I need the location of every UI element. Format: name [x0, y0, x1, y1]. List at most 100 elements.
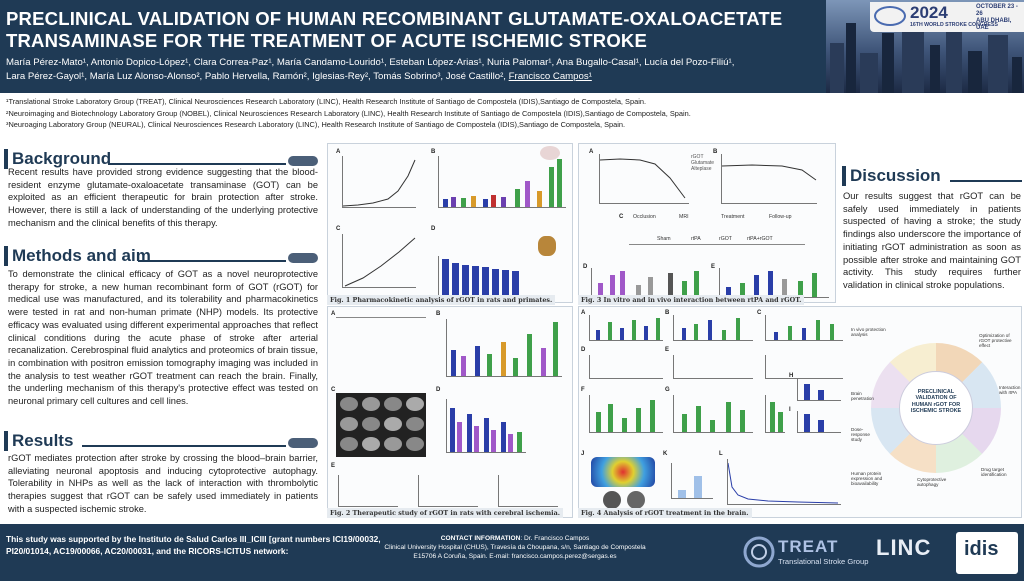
fig1-c-curve — [344, 237, 416, 287]
background-heading: Background — [4, 149, 318, 169]
fig2-mri-grid — [336, 393, 426, 457]
authors-line-2: Lara Pérez-Gayol¹, María Luz Alonso-Alon… — [6, 70, 796, 84]
panel-label-k: K — [663, 451, 668, 457]
panel-label-a: A — [581, 310, 586, 316]
diagram-center — [899, 371, 973, 445]
fig3-c-schematic: Occlusion MRI Treatment Follow-up Sham r… — [629, 214, 809, 262]
panel-label-g: G — [665, 387, 670, 393]
fig2-b-bars — [446, 319, 562, 377]
fig3-b-curve — [721, 164, 817, 181]
idis-logo: idis — [956, 532, 1018, 574]
diagram-label-5: Cytoprotective autophagy — [917, 477, 947, 487]
panel-label-d: D — [583, 264, 588, 270]
diagram-label-7: Brain penetration — [851, 391, 874, 401]
panel-label-e: E — [711, 264, 716, 270]
discussion-text: Our results suggest that rGOT can be saf… — [843, 190, 1021, 290]
affiliation-2: ²Neuroimaging and Biotechnology Laborato… — [6, 108, 691, 118]
poster-header: PRECLINICAL VALIDATION OF HUMAN RECOMBIN… — [0, 0, 1024, 93]
fig3-a-legend: rGOT Glutamate Alteplase — [691, 154, 715, 172]
fig2-d-bars — [446, 399, 526, 453]
fig4-k-bars — [671, 463, 713, 499]
fig4-g2-bars — [765, 395, 785, 433]
conference-name: 16TH WORLD STROKE CONGRESS — [910, 22, 998, 28]
figure-2: A B C D E — [327, 306, 573, 518]
discussion-heading: Discussion — [842, 166, 1022, 186]
results-heading: Results — [4, 431, 318, 451]
fig4-f-bars — [589, 395, 663, 433]
treat-logo-icon — [743, 536, 775, 568]
panel-label-a: A — [331, 311, 336, 317]
treat-logo-text: TREAT — [778, 537, 839, 556]
diagram-label-3: Interaction with rtPA — [999, 385, 1021, 395]
figure-3-caption: Fig. 3 In vitro and in vivo interaction … — [578, 295, 805, 305]
panel-label-b: B — [436, 311, 441, 317]
diagram-label-6: Human protein expression and bioavailabi… — [851, 471, 883, 486]
panel-label-b: B — [431, 149, 436, 155]
panel-label-e: E — [665, 347, 670, 353]
contact-title: CONTACT INFORMATION — [440, 535, 521, 542]
authors-line-2-text: Lara Pérez-Gayol¹, María Luz Alonso-Alon… — [6, 71, 509, 82]
figure-4: A B C D E F G — [578, 306, 1022, 518]
contact-email: E15706 A Coruña, Spain. E-mail: francisc… — [413, 553, 617, 560]
panel-label-b: B — [665, 310, 670, 316]
fig4-e2-plot — [765, 355, 843, 379]
fig4-e-plot — [673, 355, 753, 379]
linc-logo-text: LINC — [876, 535, 932, 560]
author-list: María Pérez-Mato¹, Antonio Dopico-López¹… — [6, 56, 796, 84]
treat-logo: TREAT Translational Stroke Group — [742, 535, 868, 569]
affiliation-3: ³Neuroaging Laboratory Group (NEURAL), C… — [6, 120, 626, 130]
primate-icon — [538, 236, 556, 256]
fig1-a-plot — [342, 156, 416, 208]
fig4-b-bars — [673, 315, 753, 341]
figure-1: A B C D — [327, 143, 573, 303]
fig4-d-plot — [589, 355, 663, 379]
panel-label-c: C — [336, 226, 341, 232]
conference-banner: 2024 OCTOBER 23 - 26 ABU DHABI, UAE 16TH … — [826, 0, 1024, 93]
results-text: rGOT mediates protection after stroke by… — [8, 453, 318, 514]
figure-4-caption: Fig. 4 Analysis of rGOT treatment in the… — [578, 508, 752, 518]
panel-label-c: C — [619, 214, 624, 220]
diagram-label-1: In vivo protection analysis — [851, 327, 886, 337]
fig1-a-curve — [342, 159, 416, 207]
affiliation-1: ¹Translational Stroke Laboratory Group (… — [6, 97, 646, 106]
fig3-b-plot — [721, 154, 817, 204]
fig3-d-bars — [591, 268, 703, 298]
background-text: Recent results have provided strong evid… — [8, 167, 318, 228]
funding-statement: This study was supported by the Institut… — [6, 534, 381, 556]
fig4-a-bars — [589, 315, 663, 341]
conference-dates: OCTOBER 23 - 26 ABU DHABI, UAE — [976, 4, 1018, 31]
world-stroke-logo-icon — [874, 6, 906, 26]
diagram-label-8: Dose-response study — [851, 427, 870, 442]
conference-year: 2024 — [910, 3, 948, 22]
summary-diagram: PRECLINICAL VALIDATION OF HUMAN rGOT FOR… — [851, 327, 1021, 499]
fig2-e-plot-3 — [498, 475, 558, 507]
panel-label-d: D — [431, 226, 436, 232]
contact-name: : Dr. Francisco Campos — [520, 535, 590, 542]
contact-information: CONTACT INFORMATION: Dr. Francisco Campo… — [370, 534, 660, 561]
treat-logo-subtitle: Translational Stroke Group — [778, 557, 869, 566]
panel-label-b: B — [713, 149, 718, 155]
fig4-j-pet-scan — [591, 457, 655, 487]
authors-line-1: María Pérez-Mato¹, Antonio Dopico-López¹… — [6, 57, 735, 68]
panel-label-d: D — [436, 387, 441, 393]
fig1-d-bars — [438, 256, 520, 296]
diagram-label-4: Drug target identification — [981, 467, 1007, 477]
fig3-a-plot — [599, 154, 689, 204]
methods-text: To demonstrate the clinical efficacy of … — [8, 269, 318, 407]
panel-label-a: A — [589, 149, 594, 155]
fig1-c-plot — [342, 234, 416, 288]
figure-1-caption: Fig. 1 Pharmacokinetic analysis of rGOT … — [327, 295, 556, 305]
fig1-b-bars — [438, 156, 566, 208]
panel-label-d: D — [581, 347, 586, 353]
figure-3: A rGOT Glutamate Alteplase B C Occlusion M… — [578, 143, 836, 303]
affiliations: ¹Translational Stroke Laboratory Group (… — [6, 96, 826, 131]
idis-logo-text: idis — [964, 538, 999, 560]
panel-label-l: L — [719, 451, 723, 457]
linc-logo: LINC — [876, 533, 932, 569]
fig3-a-curve — [599, 158, 686, 199]
fig4-h-bars — [797, 379, 841, 401]
corresponding-author: Francisco Campos¹ — [508, 71, 592, 82]
fig4-l-curve — [727, 462, 839, 504]
fig4-j-brain-right — [627, 491, 645, 509]
fig4-g-bars — [673, 395, 753, 433]
